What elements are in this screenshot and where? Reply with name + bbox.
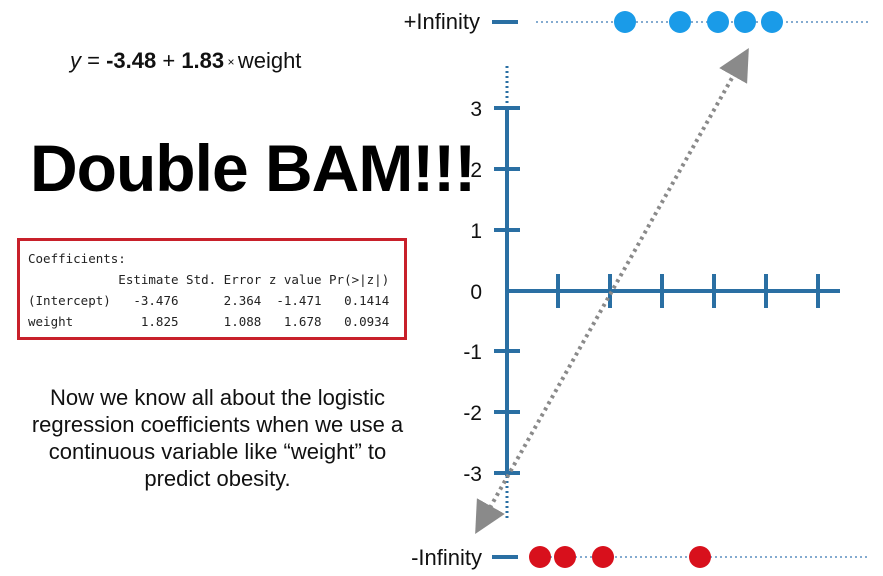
regression-equation: y = -3.48 + 1.83 × weight	[70, 48, 301, 74]
bottom-dots-group	[529, 546, 711, 568]
bottom-observation-dot	[554, 546, 576, 568]
top-observation-dot	[761, 11, 783, 33]
coefficients-row-intercept: (Intercept) -3.476 2.364 -1.471 0.1414	[28, 293, 390, 308]
y-tick-label: -3	[463, 463, 482, 486]
top-infinity-label: +Infinity	[404, 9, 480, 34]
y-tick-label: 0	[470, 281, 482, 304]
top-observation-dot	[707, 11, 729, 33]
coefficients-title: Coefficients:	[28, 251, 126, 266]
equation-times: ×	[224, 55, 238, 69]
equation-plus: +	[156, 48, 182, 73]
equation-variable: weight	[237, 48, 302, 73]
bottom-infinity-label: -Infinity	[411, 545, 482, 570]
top-observation-dot	[614, 11, 636, 33]
y-tick-label: -2	[463, 402, 482, 425]
coefficients-table: Coefficients: Estimate Std. Error z valu…	[17, 238, 407, 340]
equation-slope: 1.83	[181, 48, 225, 73]
top-observation-dot	[669, 11, 691, 33]
bottom-observation-dot	[592, 546, 614, 568]
caption: Now we know all about the logistic regre…	[31, 385, 404, 491]
top-observation-dot	[734, 11, 756, 33]
top-dots-group	[614, 11, 783, 33]
coefficients-row-weight: weight 1.825 1.088 1.678 0.0934	[28, 314, 390, 329]
y-tick-label: 2	[470, 159, 482, 182]
y-tick-label: 1	[470, 220, 482, 243]
y-tick-label: -1	[463, 341, 482, 364]
headline: Double BAM!!!	[30, 131, 476, 205]
y-tick-label: 3	[470, 98, 482, 121]
equation-intercept: -3.48	[106, 48, 157, 73]
equation-lhs: y	[70, 48, 81, 73]
coefficients-header: Estimate Std. Error z value Pr(>|z|)	[28, 272, 390, 287]
equation-equals: =	[81, 48, 107, 73]
bottom-observation-dot	[689, 546, 711, 568]
bottom-observation-dot	[529, 546, 551, 568]
